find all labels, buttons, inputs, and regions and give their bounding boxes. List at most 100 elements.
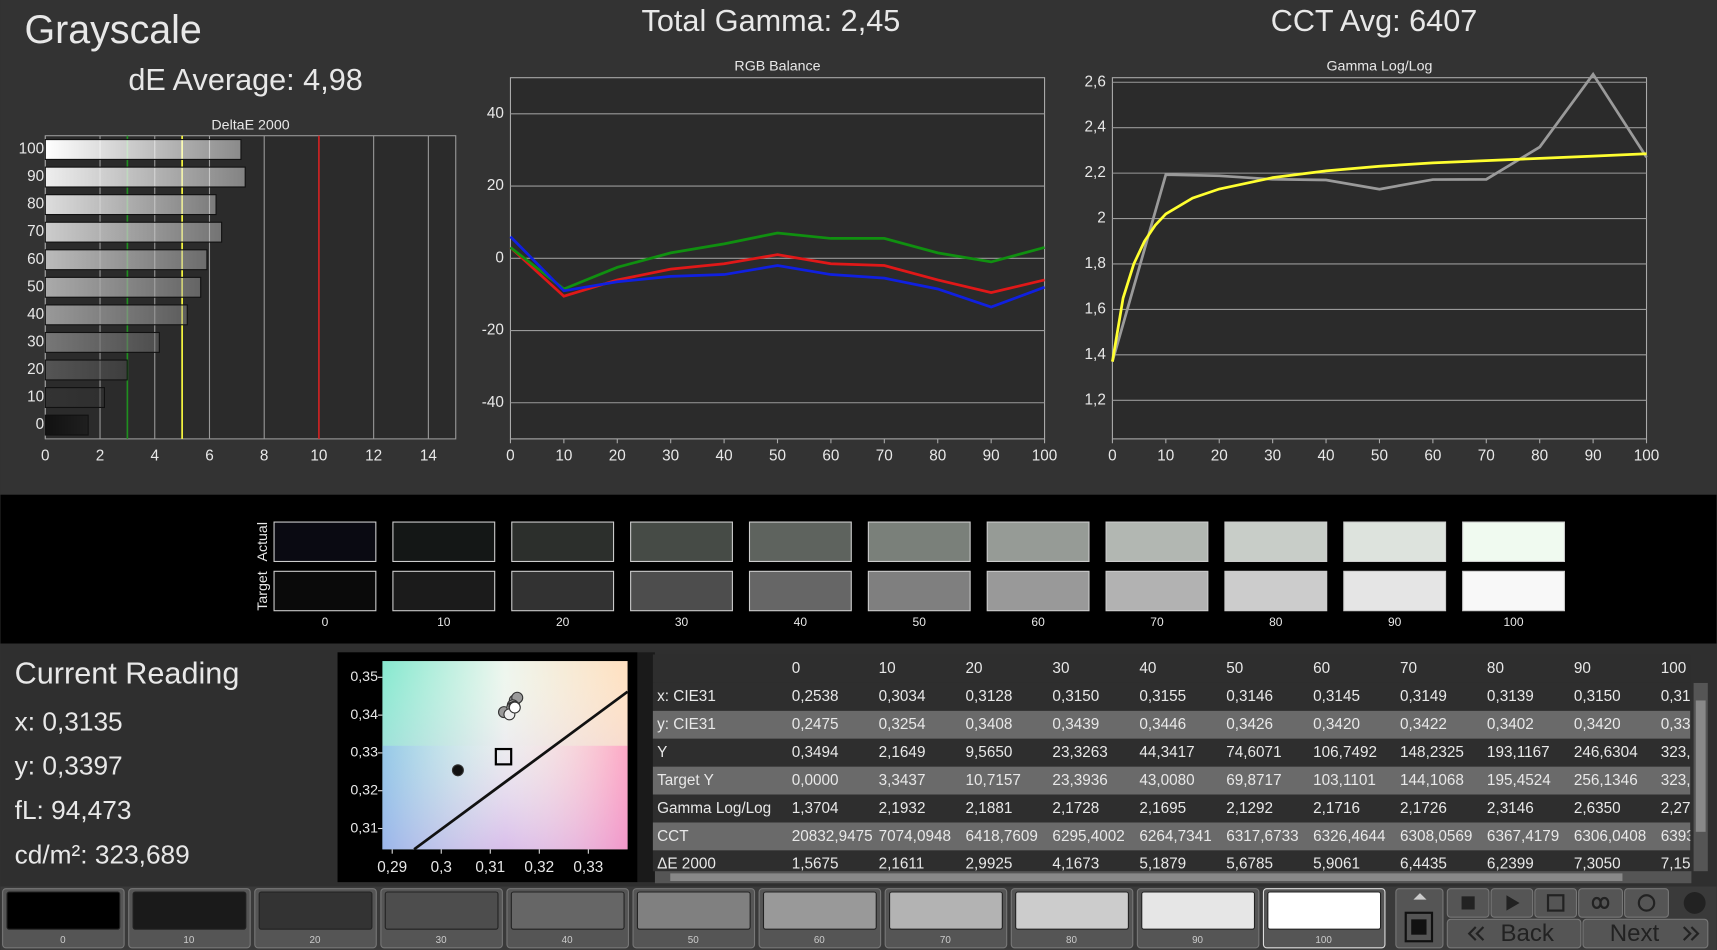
table-cell: 2,3146 <box>1487 800 1534 817</box>
table-cell: 74,6071 <box>1226 744 1281 761</box>
v-scroll-thumb[interactable] <box>1695 700 1706 832</box>
bar <box>44 221 223 243</box>
table-cell: 2,9925 <box>966 856 1013 873</box>
total-gamma: Total Gamma: 2,45 <box>642 4 901 38</box>
table-cell: 6,4435 <box>1400 856 1447 873</box>
table-cell: 0,3145 <box>1313 688 1360 705</box>
y-tick-label: 0,34 <box>350 707 378 723</box>
patch-actual <box>1224 521 1328 563</box>
cie-gap <box>637 652 655 883</box>
x-tick-label: 0 <box>41 447 50 464</box>
x-tick-label: 60 <box>1424 447 1441 464</box>
table-cell: 0,3494 <box>792 744 839 761</box>
y-tick-label: 80 <box>27 196 44 213</box>
table-cell: 0,3446 <box>1139 716 1186 733</box>
chart-title: Gamma Log/Log <box>1327 59 1433 75</box>
table-cell: 6306,0408 <box>1574 828 1646 845</box>
column-header: 0 <box>792 660 801 677</box>
x-tick-label: 100 <box>1032 447 1058 464</box>
patch-actual <box>1105 521 1209 563</box>
swatch-label: 0 <box>60 935 66 946</box>
column-header: 70 <box>1400 660 1417 677</box>
x-tick-label: 2 <box>96 447 105 464</box>
table-cell: 103,1101 <box>1313 772 1376 789</box>
patch-label: 10 <box>437 615 451 629</box>
table-cell: 0,3128 <box>966 688 1013 705</box>
patch-label: 90 <box>1388 615 1402 629</box>
patch-label: 60 <box>1031 615 1045 629</box>
y-tick-label: 1,6 <box>1085 300 1106 317</box>
x-tick-label: 0 <box>506 447 515 464</box>
row-label: Target Y <box>657 772 714 789</box>
table-cell: 0,3408 <box>966 716 1013 733</box>
x-tick-label: 10 <box>310 447 327 464</box>
patch-actual <box>392 521 496 563</box>
bar <box>44 166 246 188</box>
swatch <box>762 891 877 930</box>
swatch-label: 60 <box>814 935 825 946</box>
table-cell: 0,3150 <box>1052 688 1099 705</box>
row-label: y: CIE31 <box>657 716 716 733</box>
table-cell: 0,3420 <box>1313 716 1360 733</box>
y-tick-label: 1,8 <box>1085 255 1106 272</box>
table-cell: 2,1728 <box>1052 800 1099 817</box>
column-header: 10 <box>879 660 896 677</box>
table-row-bg <box>652 850 1691 872</box>
series-line <box>509 231 1045 291</box>
status-light <box>1683 891 1706 914</box>
patch-label: 0 <box>322 615 329 629</box>
table-cell: 23,3936 <box>1052 772 1107 789</box>
table-row-bg <box>652 794 1691 823</box>
y-tick-label: 1,2 <box>1085 391 1106 408</box>
save-button[interactable] <box>1534 888 1578 918</box>
patch-target <box>630 570 733 612</box>
series-line <box>1111 71 1648 362</box>
table-cell: 2,1695 <box>1139 800 1186 817</box>
y-tick-label: 100 <box>19 141 45 158</box>
table-cell: 6367,4179 <box>1487 828 1559 845</box>
back-icon <box>1467 926 1485 941</box>
bar <box>44 359 128 381</box>
table-row-bg <box>652 738 1691 767</box>
loop-icon <box>1591 896 1610 909</box>
row-label: Gamma Log/Log <box>657 800 771 817</box>
swatch-label: 30 <box>436 935 447 946</box>
table-cell: 0,33 <box>1661 716 1691 733</box>
table-cell: 7,15 <box>1661 856 1691 873</box>
swatch <box>636 891 751 930</box>
refresh-icon <box>1637 894 1656 912</box>
column-header: 90 <box>1574 660 1591 677</box>
back-button[interactable] <box>1446 918 1582 949</box>
y-tick-label: 30 <box>27 333 44 350</box>
patch-row-label: Actual <box>255 522 271 562</box>
reading-line: fL: 94,473 <box>15 795 132 825</box>
table-cell: 0,2475 <box>792 716 839 733</box>
column-header: 80 <box>1487 660 1504 677</box>
table-cell: 0,3146 <box>1226 688 1273 705</box>
h-scroll-thumb[interactable] <box>670 873 1623 882</box>
table-cell: 2,1611 <box>879 856 925 873</box>
next-button[interactable] <box>1582 918 1709 949</box>
table-cell: 2,1716 <box>1313 800 1360 817</box>
table-cell: 10,7157 <box>966 772 1021 789</box>
y-tick-label: 2,6 <box>1085 73 1106 90</box>
patch-label: 20 <box>556 615 570 629</box>
table-cell: 1,3704 <box>792 800 839 817</box>
table-cell: 193,1167 <box>1487 744 1550 761</box>
x-tick-label: 0,32 <box>524 859 554 876</box>
y-tick-label: 0 <box>36 416 45 433</box>
table-cell: 4,1673 <box>1052 856 1099 873</box>
patch-label: 40 <box>794 615 808 629</box>
column-header: 30 <box>1052 660 1069 677</box>
x-tick-label: 14 <box>420 447 438 464</box>
column-header: 60 <box>1313 660 1330 677</box>
refresh-button[interactable] <box>1624 888 1669 918</box>
patch-target <box>1105 570 1209 612</box>
table-row-bg <box>652 822 1691 851</box>
swatch-label: 100 <box>1315 935 1332 946</box>
swatch <box>1141 891 1256 930</box>
patch-label: 70 <box>1150 615 1164 629</box>
target-point <box>494 747 513 766</box>
